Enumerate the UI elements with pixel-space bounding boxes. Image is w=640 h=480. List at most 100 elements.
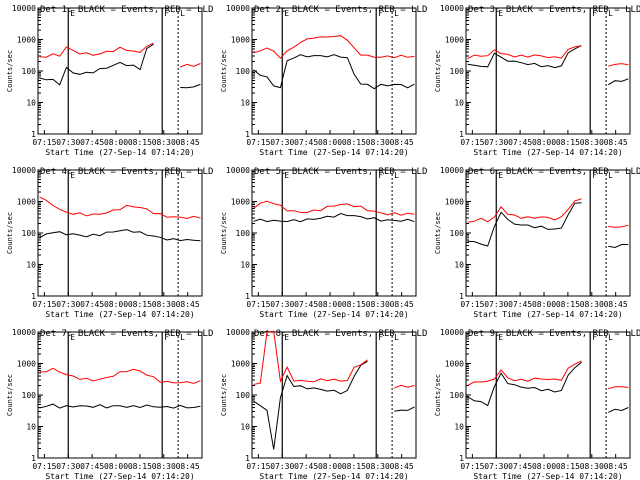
plot-frame — [37, 7, 203, 135]
time-marker-label: F — [164, 9, 169, 18]
y-tick-label: 10 — [240, 99, 250, 108]
x-tick-label: 07:30 — [484, 300, 508, 309]
x-tick-label: 07:30 — [56, 138, 80, 147]
series-events-line — [39, 403, 201, 409]
time-marker-label: E — [498, 171, 503, 180]
time-marker-label: L — [180, 171, 185, 180]
panel-title: Det 8: BLACK = Events, RED = LLD — [254, 329, 427, 339]
time-marker-label: F — [164, 171, 169, 180]
y-tick-label: 100 — [450, 67, 465, 76]
x-tick-label: 08:45 — [176, 300, 200, 309]
y-tick-label: 10 — [454, 261, 464, 270]
x-axis-title: Start Time (27-Sep-14 07:14:20) — [473, 310, 622, 319]
plot-frame — [251, 7, 417, 135]
y-tick-label: 100 — [236, 391, 251, 400]
x-axis-title: Start Time (27-Sep-14 07:14:20) — [45, 310, 194, 319]
detector-panel-3: Det 3: BLACK = Events, RED = LLD 1 10 100 10… — [434, 4, 640, 157]
series-events-line — [467, 202, 629, 249]
series-events-line — [253, 360, 415, 450]
y-tick-label: 1 — [31, 454, 36, 463]
x-tick-label: 07:15 — [246, 300, 270, 309]
time-marker-label: L — [608, 9, 613, 18]
time-marker-label: E — [498, 9, 503, 18]
x-tick-label: 08:30 — [366, 462, 390, 471]
y-tick-label: 1 — [459, 292, 464, 301]
x-tick-label: 08:30 — [152, 138, 176, 147]
time-marker-label: L — [608, 333, 613, 342]
time-marker-label: F — [378, 9, 383, 18]
series-lld-line — [39, 42, 201, 68]
y-axis-title: Counts/sec — [220, 374, 228, 416]
x-tick-label: 08:00 — [318, 462, 342, 471]
x-tick-label: 07:45 — [80, 462, 104, 471]
y-tick-label: 1 — [459, 130, 464, 139]
panel-title: Det 5: BLACK = Events, RED = LLD — [254, 167, 427, 177]
x-tick-label: 07:15 — [460, 462, 484, 471]
time-marker-label: E — [70, 9, 75, 18]
x-tick-label: 08:45 — [604, 462, 628, 471]
x-tick-label: 08:30 — [152, 462, 176, 471]
time-marker-label: L — [608, 171, 613, 180]
y-tick-label: 1 — [459, 454, 464, 463]
y-tick-label: 1 — [31, 292, 36, 301]
x-tick-label: 08:00 — [532, 462, 556, 471]
plot-frame — [465, 169, 631, 297]
series-lld-line — [253, 200, 415, 216]
series-lld-line — [467, 198, 629, 228]
x-tick-label: 07:45 — [508, 300, 532, 309]
y-tick-label: 10 — [240, 261, 250, 270]
x-tick-label: 08:00 — [104, 138, 128, 147]
x-tick-label: 08:30 — [580, 138, 604, 147]
panel-title: Det 6: BLACK = Events, RED = LLD — [468, 167, 640, 177]
y-tick-label: 1000 — [445, 360, 464, 369]
series-lld-line — [253, 35, 415, 59]
detector-panel-6: Det 6: BLACK = Events, RED = LLD 1 10 100 10… — [434, 166, 640, 319]
series-lld-line — [39, 196, 201, 220]
series-lld-line — [467, 45, 629, 67]
y-tick-label: 10 — [454, 423, 464, 432]
x-axis-title: Start Time (27-Sep-14 07:14:20) — [473, 472, 622, 480]
x-tick-label: 08:45 — [176, 462, 200, 471]
x-tick-label: 08:00 — [318, 138, 342, 147]
x-tick-label: 07:45 — [80, 300, 104, 309]
detector-panel-4: Det 4: BLACK = Events, RED = LLD 1 10 100 10… — [6, 166, 213, 319]
x-tick-label: 08:00 — [532, 138, 556, 147]
x-tick-label: 08:45 — [390, 462, 414, 471]
y-tick-label: 100 — [450, 229, 465, 238]
panel-title: Det 4: BLACK = Events, RED = LLD — [40, 167, 213, 177]
panel-title: Det 9: BLACK = Events, RED = LLD — [468, 329, 640, 339]
time-marker-label: F — [164, 333, 169, 342]
y-tick-label: 100 — [22, 229, 37, 238]
panel-title: Det 1: BLACK = Events, RED = LLD — [40, 5, 213, 15]
y-tick-label: 1000 — [17, 36, 36, 45]
y-tick-label: 1000 — [445, 36, 464, 45]
plot-frame — [251, 169, 417, 297]
series-lld-line — [467, 360, 629, 390]
y-tick-label: 10 — [26, 261, 36, 270]
time-marker-label: L — [394, 171, 399, 180]
y-tick-label: 10000 — [226, 4, 250, 13]
y-tick-label: 1 — [245, 130, 250, 139]
y-axis-title: Counts/sec — [6, 212, 14, 254]
y-tick-label: 1000 — [231, 360, 250, 369]
y-tick-label: 100 — [22, 391, 37, 400]
y-axis-title: Counts/sec — [434, 374, 442, 416]
panel-title: Det 7: BLACK = Events, RED = LLD — [40, 329, 213, 339]
x-tick-label: 07:15 — [460, 300, 484, 309]
time-marker-label: L — [180, 333, 185, 342]
x-tick-label: 07:30 — [56, 300, 80, 309]
series-lld-line — [253, 330, 415, 389]
x-tick-label: 08:30 — [580, 462, 604, 471]
y-axis-title: Counts/sec — [434, 50, 442, 92]
x-axis-title: Start Time (27-Sep-14 07:14:20) — [473, 148, 622, 157]
x-tick-label: 08:00 — [318, 300, 342, 309]
y-tick-label: 10000 — [12, 4, 36, 13]
time-marker-label: E — [284, 9, 289, 18]
detector-panel-5: Det 5: BLACK = Events, RED = LLD 1 10 100 10… — [220, 166, 427, 319]
time-marker-label: F — [378, 333, 383, 342]
x-tick-label: 08:15 — [342, 138, 366, 147]
x-tick-label: 08:00 — [104, 300, 128, 309]
series-events-line — [39, 43, 201, 89]
y-tick-label: 100 — [236, 229, 251, 238]
